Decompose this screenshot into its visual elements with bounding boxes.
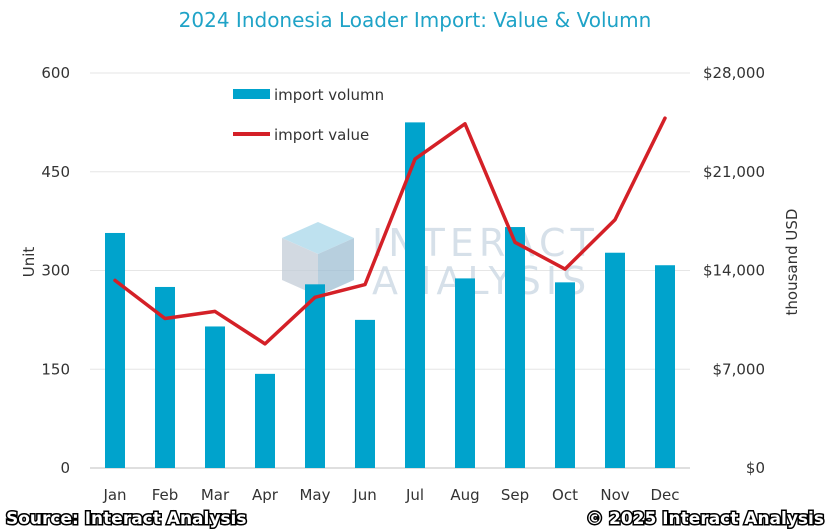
line-point <box>463 122 467 126</box>
line-point <box>563 267 567 271</box>
line-point <box>213 309 217 313</box>
bar <box>455 278 475 468</box>
x-tick-label: Sep <box>501 486 529 504</box>
line-point <box>663 116 667 120</box>
x-tick-label: Nov <box>600 486 629 504</box>
x-tick-label: May <box>299 486 330 504</box>
right-axis-title: thousand USD <box>783 209 801 316</box>
x-tick-label: Jan <box>102 486 126 504</box>
left-axis-title: Unit <box>20 247 38 278</box>
left-tick-label: 300 <box>41 262 70 280</box>
right-tick-label: $28,000 <box>703 64 765 82</box>
legend-label-value: import value <box>274 126 369 144</box>
watermark-cube-right <box>318 238 354 296</box>
bar <box>105 232 125 468</box>
bar <box>255 373 275 468</box>
left-tick-label: 450 <box>41 163 70 181</box>
left-tick-label: 600 <box>41 64 70 82</box>
line-point <box>613 218 617 222</box>
bar <box>655 265 675 468</box>
x-tick-label: Feb <box>152 486 179 504</box>
x-tick-label: Aug <box>450 486 479 504</box>
bar <box>555 282 575 468</box>
bar <box>505 227 525 468</box>
x-axis-ticks: Jan Feb Mar Apr May Jun Jul Aug Sep Oct Nov Dec <box>102 486 679 504</box>
legend: import volumn import value <box>233 86 384 144</box>
x-tick-label: Mar <box>201 486 230 504</box>
x-tick-label: Jun <box>352 486 376 504</box>
bar <box>355 319 375 468</box>
x-tick-label: Dec <box>650 486 679 504</box>
value-line <box>113 116 667 346</box>
line-point <box>413 157 417 161</box>
left-axis-ticks: 0 150 300 450 600 <box>41 64 70 477</box>
right-tick-label: $7,000 <box>713 360 766 378</box>
bar <box>305 284 325 468</box>
line-point <box>263 342 267 346</box>
chart-title: 2024 Indonesia Loader Import: Value & Vo… <box>179 8 652 32</box>
copyright-note: © 2025 Interact Analysis <box>586 509 824 529</box>
line-series <box>113 116 667 346</box>
right-tick-label: $14,000 <box>703 262 765 280</box>
watermark-cube-left <box>282 238 318 296</box>
legend-bar-swatch <box>233 89 270 99</box>
legend-label-volumn: import volumn <box>274 86 384 104</box>
line-point <box>513 240 517 244</box>
right-tick-label: $21,000 <box>703 163 765 181</box>
bar-series <box>105 122 675 468</box>
line-point <box>313 295 317 299</box>
source-note: Source: Interact Analysis <box>6 509 247 529</box>
right-tick-label: $0 <box>746 459 765 477</box>
bar <box>405 122 425 468</box>
bar <box>205 326 225 468</box>
left-tick-label: 0 <box>60 459 70 477</box>
right-axis-ticks: $0 $7,000 $14,000 $21,000 $28,000 <box>703 64 765 477</box>
line-point <box>163 316 167 320</box>
line-point <box>113 278 117 282</box>
line-point <box>363 283 367 287</box>
x-tick-label: Oct <box>552 486 578 504</box>
gridlines <box>90 72 690 469</box>
x-tick-label: Apr <box>252 486 279 504</box>
x-tick-label: Jul <box>405 486 424 504</box>
bar <box>605 252 625 468</box>
bar <box>155 286 175 468</box>
left-tick-label: 150 <box>41 360 70 378</box>
